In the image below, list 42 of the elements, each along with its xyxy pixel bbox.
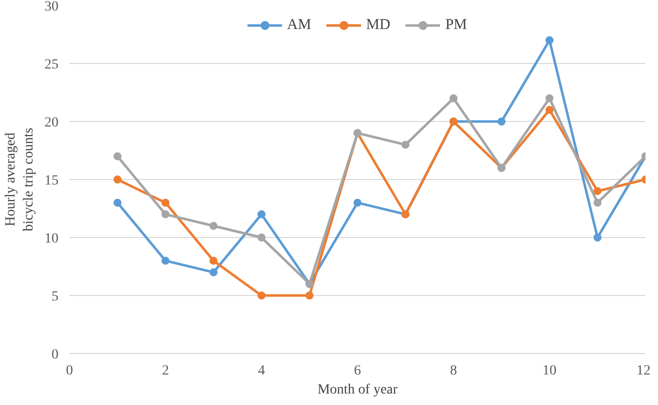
x-tick-label: 4 bbox=[258, 364, 265, 378]
point bbox=[594, 187, 602, 196]
point bbox=[402, 140, 410, 149]
point bbox=[114, 152, 122, 160]
y-tick-label: 0 bbox=[52, 348, 58, 362]
point bbox=[258, 210, 266, 218]
point bbox=[210, 222, 218, 230]
point bbox=[354, 198, 362, 207]
point bbox=[546, 36, 554, 44]
x-tick-label: 0 bbox=[66, 364, 73, 378]
point bbox=[546, 94, 554, 102]
point bbox=[594, 234, 602, 242]
x-tick-label: 2 bbox=[162, 364, 169, 378]
y-tick-label: 15 bbox=[44, 174, 58, 188]
x-tick-label: 6 bbox=[354, 364, 361, 378]
point bbox=[162, 198, 170, 207]
y-tick-label: 5 bbox=[52, 290, 58, 304]
y-tick-label: 30 bbox=[44, 0, 58, 14]
y-tick-label: 25 bbox=[44, 58, 58, 72]
x-tick-label: 12 bbox=[636, 364, 650, 378]
point bbox=[114, 198, 122, 207]
point bbox=[210, 256, 218, 265]
x-axis-title: Month of year bbox=[317, 382, 398, 398]
point bbox=[258, 234, 266, 242]
point bbox=[594, 198, 602, 207]
x-tick-label: 10 bbox=[542, 364, 556, 378]
point bbox=[162, 256, 170, 265]
point bbox=[450, 94, 458, 102]
y-tick-label: 10 bbox=[44, 232, 58, 246]
point bbox=[498, 118, 506, 126]
point bbox=[258, 292, 266, 300]
legend-label: AM bbox=[286, 16, 312, 34]
point bbox=[162, 210, 170, 218]
legend-label: MD bbox=[366, 16, 390, 34]
y-axis-title: Hourly averaged bicycle trip counts bbox=[4, 128, 36, 232]
legend-label: PM bbox=[445, 16, 468, 34]
y-tick-label: 20 bbox=[44, 116, 58, 130]
point bbox=[210, 268, 218, 276]
point bbox=[114, 176, 122, 184]
x-tick-label: 8 bbox=[450, 364, 457, 378]
point bbox=[306, 292, 314, 300]
point bbox=[546, 106, 554, 114]
